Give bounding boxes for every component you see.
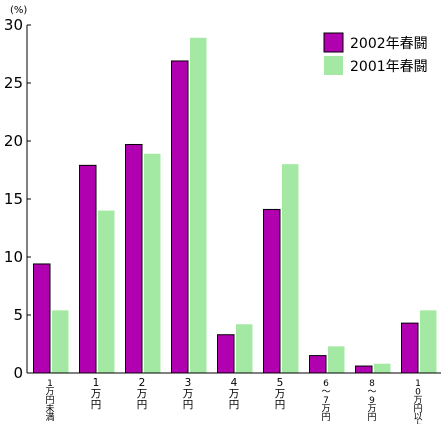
y-axis-unit-label: (%) [10, 5, 27, 16]
bar-2002-2 [125, 143, 143, 374]
bar-2001-4 [236, 324, 253, 373]
bar-2002-6 [309, 355, 327, 374]
legend-label-2002: 2002年春闘 [350, 36, 428, 52]
y-tick-label: 30 [4, 16, 23, 34]
y-axis-ticks: 0 5 10 15 20 25 30 [4, 16, 31, 382]
bar-2002-0 [33, 263, 51, 374]
bar-2001-0 [52, 310, 69, 373]
x-category-label: 10万円以上 [413, 379, 422, 424]
x-category-label: 1 万円未満 [45, 379, 54, 423]
y-tick-label: 25 [4, 74, 23, 92]
bar-2002-7 [355, 365, 373, 374]
legend-swatch-2001 [324, 56, 343, 75]
y-tick-label: 20 [4, 132, 23, 150]
bar-2002-8 [401, 322, 419, 374]
bars [33, 37, 437, 374]
legend-label-2001: 2001年春闘 [350, 59, 428, 75]
x-category-label: 2 万円 [137, 377, 148, 411]
x-category-label: 6 〜 7 万円 [321, 379, 330, 423]
x-category-label: 3 万円 [183, 377, 194, 411]
bar-2001-1 [98, 210, 115, 373]
bar-2001-2 [144, 153, 161, 373]
bar-2002-4 [217, 334, 235, 374]
y-tick-label: 10 [4, 248, 23, 266]
x-category-label: 8 〜 9 万円 [367, 379, 376, 423]
bar-2002-5 [263, 208, 281, 374]
bar-2001-3 [190, 37, 207, 373]
x-category-label: 1 万円 [91, 377, 102, 411]
bar-2001-7 [374, 363, 391, 373]
bar-2001-6 [328, 346, 345, 373]
x-category-label: 4 万円 [229, 377, 240, 411]
y-tick-label: 0 [13, 364, 23, 382]
bar-2001-5 [282, 164, 299, 373]
legend: 2002年春闘 2001年春闘 [323, 32, 428, 75]
bar-2002-3 [171, 60, 189, 374]
bar-2001-8 [420, 310, 437, 373]
x-category-label: 5 万円 [275, 377, 286, 411]
y-tick-label: 5 [13, 306, 23, 324]
bar-2002-1 [79, 164, 97, 374]
legend-swatch-2002 [323, 32, 344, 53]
y-tick-label: 15 [4, 190, 23, 208]
